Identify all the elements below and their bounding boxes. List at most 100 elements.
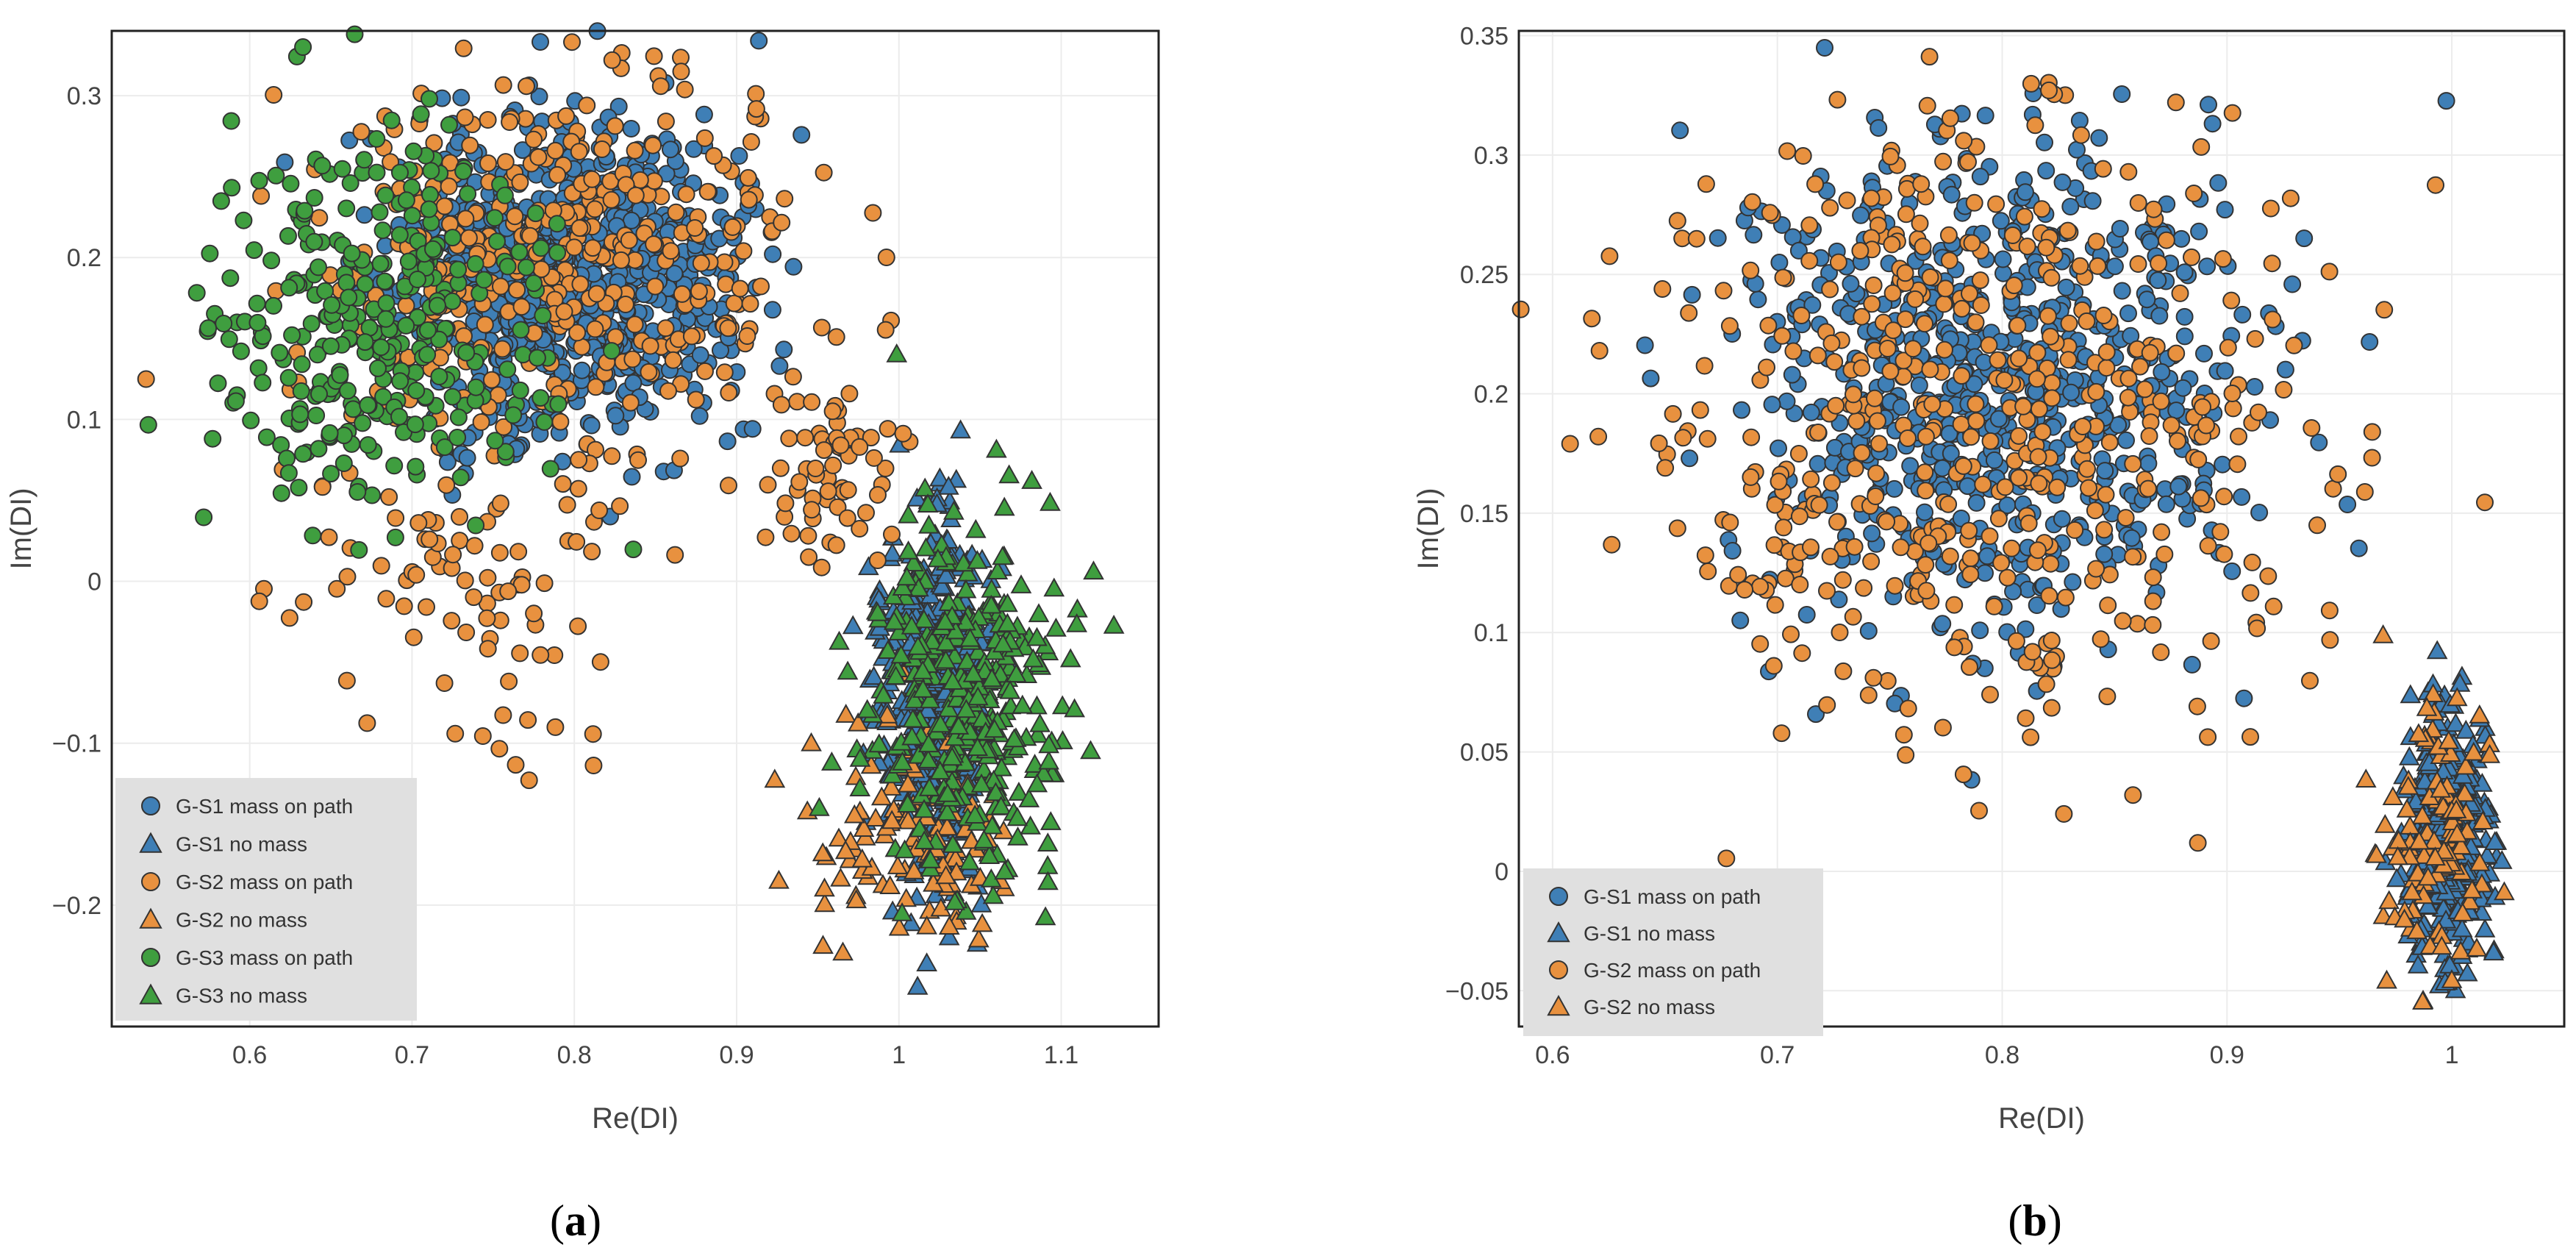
data-point: [1853, 443, 1871, 462]
data-point: [623, 468, 641, 486]
data-point: [1940, 251, 1958, 270]
data-point: [320, 528, 338, 546]
data-point: [490, 740, 509, 758]
legend-label: G-S2 no mass: [1584, 996, 1715, 1018]
data-point: [472, 413, 490, 431]
y-tick-label: 0: [87, 568, 101, 596]
data-point: [2092, 630, 2110, 649]
data-point: [2185, 185, 2203, 202]
data-point: [730, 147, 748, 165]
panel-label-letter: b: [2022, 1196, 2047, 1245]
data-point: [2136, 380, 2154, 399]
data-point: [2214, 250, 2232, 268]
data-point: [1845, 538, 1864, 556]
data-point: [1774, 268, 1792, 287]
data-point: [626, 141, 644, 160]
legend-marker: [1549, 887, 1568, 906]
data-point: [2153, 523, 2171, 541]
data-point: [551, 413, 570, 431]
data-point: [437, 476, 456, 494]
data-point: [719, 319, 737, 338]
data-point: [496, 153, 515, 171]
data-point: [220, 330, 238, 349]
data-point: [2150, 307, 2169, 325]
data-point: [645, 235, 663, 254]
data-point: [532, 239, 550, 257]
data-point: [2061, 198, 2080, 215]
data-point: [456, 108, 474, 126]
data-point: [2043, 651, 2061, 669]
data-point: [1828, 513, 1846, 531]
data-point: [1895, 726, 1913, 744]
data-point: [565, 238, 584, 257]
x-tick-label: 0.9: [2210, 1041, 2244, 1069]
data-point: [328, 579, 346, 598]
data-point: [2303, 419, 2321, 437]
data-point: [407, 457, 425, 476]
y-axis-title: Im(DI): [1412, 488, 1445, 569]
data-point: [340, 288, 358, 307]
data-point: [2003, 539, 2021, 557]
data-point: [682, 327, 701, 346]
data-point: [376, 186, 395, 204]
data-point: [2155, 545, 2174, 563]
data-point: [2033, 423, 2052, 441]
data-point: [504, 406, 523, 424]
data-point: [759, 476, 777, 494]
data-point: [1941, 547, 1959, 565]
data-point: [380, 488, 398, 506]
data-point: [2138, 290, 2156, 309]
data-point: [2018, 238, 2036, 256]
data-point: [2043, 389, 2061, 407]
data-point: [2199, 728, 2217, 746]
y-tick-label: 0.35: [1460, 22, 1509, 50]
data-point: [812, 318, 831, 337]
y-tick-label: 0.05: [1460, 739, 1509, 767]
data-point: [784, 257, 803, 276]
data-point: [741, 295, 759, 313]
data-point: [307, 407, 326, 424]
data-point: [2150, 254, 2168, 273]
data-point: [1721, 513, 1739, 532]
data-point: [492, 277, 509, 296]
data-point: [629, 451, 647, 469]
data-point: [2264, 597, 2283, 615]
data-point: [280, 609, 298, 627]
data-point: [812, 558, 831, 576]
data-point: [449, 260, 468, 279]
data-point: [310, 385, 328, 403]
data-point: [570, 451, 588, 469]
data-point: [517, 258, 535, 276]
data-point: [1870, 435, 1888, 453]
data-point: [2215, 488, 2233, 506]
data-point: [443, 292, 462, 310]
data-point: [752, 277, 770, 296]
data-point: [662, 242, 680, 260]
data-point: [1792, 307, 1811, 324]
data-point: [1714, 282, 1733, 300]
data-point: [382, 111, 401, 129]
data-point: [2264, 310, 2282, 329]
data-point: [391, 372, 409, 390]
data-point: [458, 449, 476, 467]
data-point: [2043, 374, 2061, 392]
data-point: [465, 588, 483, 607]
data-point: [1743, 193, 1761, 211]
y-tick-label: 0.15: [1460, 500, 1509, 528]
data-point: [827, 536, 845, 554]
data-point: [467, 516, 485, 535]
data-point: [368, 163, 386, 182]
data-point: [1853, 307, 1871, 326]
data-point: [584, 757, 603, 774]
data-point: [570, 219, 589, 238]
data-point: [532, 33, 549, 51]
data-point: [1765, 536, 1783, 554]
data-point: [1800, 251, 1819, 270]
data-point: [2124, 548, 2142, 566]
data-point: [2015, 207, 2033, 226]
data-point: [1992, 554, 2011, 572]
data-point: [290, 479, 308, 497]
data-point: [292, 382, 310, 400]
data-point: [371, 203, 389, 221]
data-point: [1987, 195, 2006, 213]
